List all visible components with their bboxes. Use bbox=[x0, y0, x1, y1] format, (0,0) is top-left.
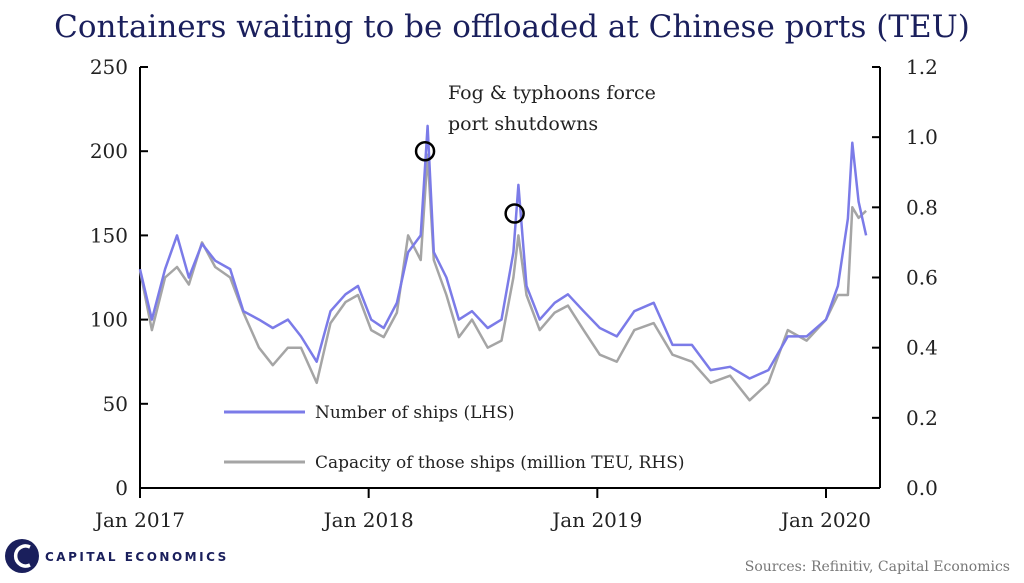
annotation-marker-2 bbox=[504, 203, 525, 224]
brand-name: CAPITAL ECONOMICS bbox=[45, 550, 229, 564]
left-tick-label: 150 bbox=[90, 223, 128, 247]
legend-label-capacity: Capacity of those ships (million TEU, RH… bbox=[315, 453, 685, 473]
annotation-line-1: Fog & typhoons force bbox=[448, 82, 656, 104]
series-line-ships bbox=[138, 124, 868, 380]
annotation-line-2: port shutdowns bbox=[448, 113, 598, 135]
right-tick-label: 0.6 bbox=[906, 266, 938, 290]
annotation: Fog & typhoons force port shutdowns bbox=[414, 82, 656, 224]
left-tick-label: 50 bbox=[103, 392, 128, 416]
chart-title: Containers waiting to be offloaded at Ch… bbox=[54, 9, 970, 45]
legend-label-ships: Number of ships (LHS) bbox=[315, 403, 515, 423]
left-tick-label: 250 bbox=[90, 55, 128, 79]
axes: 0 50 100 150 200 250 0.0 0.2 0.4 0.6 0.8 1.0 1.2 Jan … bbox=[90, 55, 938, 532]
sources-note: Sources: Refinitiv, Capital Economics bbox=[745, 559, 1010, 575]
logo-circle-icon bbox=[5, 539, 39, 573]
right-tick-label: 1.2 bbox=[906, 55, 938, 79]
right-tick-label: 0.4 bbox=[906, 336, 938, 360]
x-tick-label: Jan 2020 bbox=[779, 508, 871, 532]
legend: Number of ships (LHS) Capacity of those … bbox=[224, 403, 685, 473]
x-tick-label: Jan 2019 bbox=[550, 508, 642, 532]
left-tick-label: 0 bbox=[115, 476, 128, 500]
series-line-capacity bbox=[138, 153, 867, 402]
x-tick-label: Jan 2018 bbox=[322, 508, 414, 532]
right-tick-label: 1.0 bbox=[906, 125, 938, 149]
left-tick-label: 100 bbox=[90, 308, 128, 332]
x-tick-label: Jan 2017 bbox=[93, 508, 185, 532]
logo-c-icon bbox=[13, 544, 31, 568]
series-layer bbox=[138, 124, 868, 402]
right-tick-label: 0.0 bbox=[906, 476, 938, 500]
annotation-marker-1 bbox=[414, 140, 436, 162]
capital-economics-logo: CAPITAL ECONOMICS bbox=[5, 539, 229, 573]
left-tick-label: 200 bbox=[90, 139, 128, 163]
right-tick-label: 0.2 bbox=[906, 406, 938, 430]
right-tick-label: 0.8 bbox=[906, 195, 938, 219]
